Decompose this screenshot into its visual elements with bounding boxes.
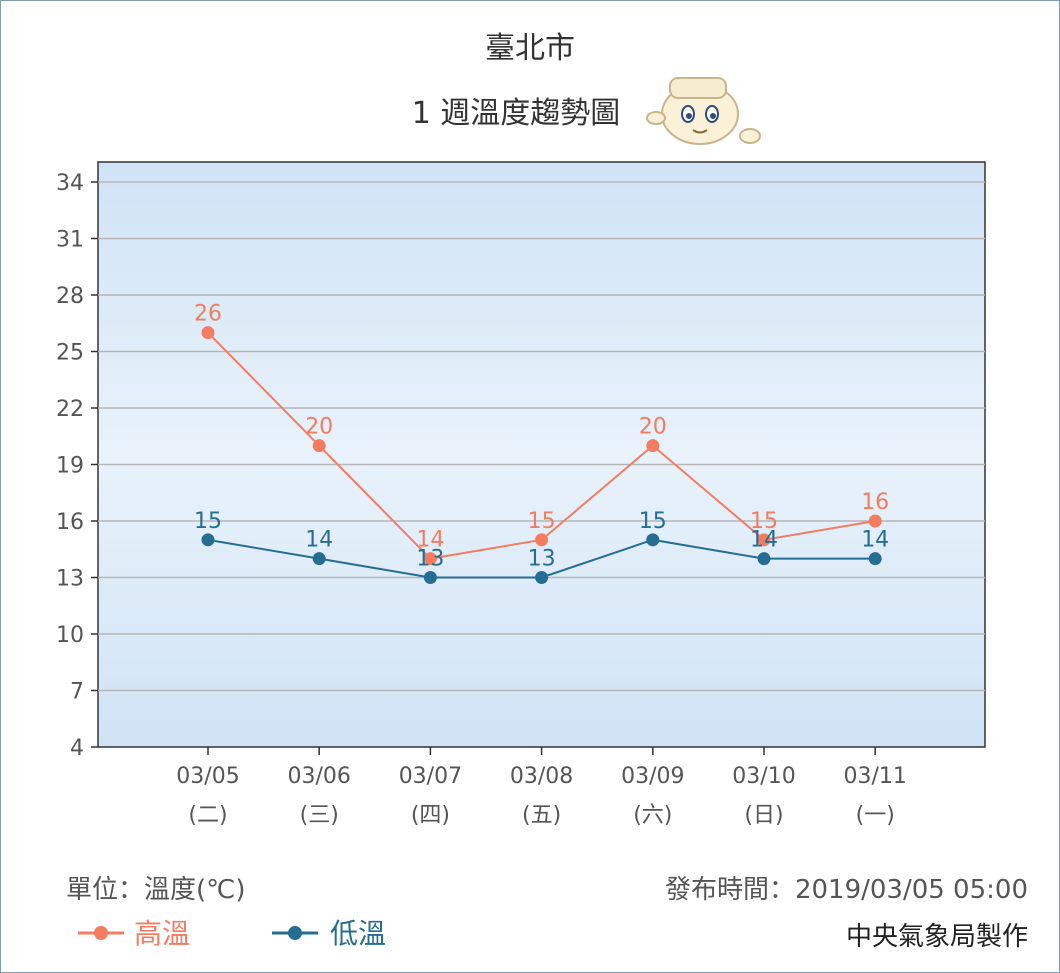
data-label-low: 13: [528, 547, 556, 572]
data-label-high: 16: [861, 490, 889, 515]
x-tick-label-weekday: (五): [522, 803, 561, 828]
y-tick-label: 34: [56, 171, 84, 196]
x-tick-label-date: 03/09: [621, 764, 684, 789]
x-tick-label-date: 03/06: [287, 764, 350, 789]
y-tick-label: 16: [56, 510, 84, 535]
data-point-high: [312, 439, 326, 453]
data-point-low: [312, 552, 326, 566]
y-tick-label: 13: [56, 567, 84, 592]
x-tick-label-weekday: (三): [300, 803, 339, 828]
legend-marker-low: [288, 926, 302, 940]
x-tick-label-weekday: (一): [856, 803, 895, 828]
data-point-low: [646, 533, 660, 547]
y-tick-label: 7: [70, 680, 84, 705]
data-label-low: 15: [639, 509, 667, 534]
legend: 高溫 低溫: [78, 917, 386, 950]
legend-item-high: 高溫: [78, 917, 190, 950]
y-tick-label: 10: [56, 623, 84, 648]
data-label-high: 20: [639, 415, 667, 440]
y-tick-label: 31: [56, 228, 84, 253]
y-tick-label: 22: [56, 397, 84, 422]
x-tick-label-date: 03/05: [176, 764, 239, 789]
data-label-high: 26: [194, 302, 222, 327]
data-label-low: 13: [416, 547, 444, 572]
data-point-low: [757, 552, 771, 566]
y-tick-label: 28: [56, 284, 84, 309]
producer-credit: 中央氣象局製作: [846, 922, 1028, 952]
legend-label-high: 高溫: [134, 917, 190, 950]
y-tick-label: 25: [56, 341, 84, 366]
y-axis: 4 7 10 13 16 19 22 25 28 31 34: [56, 171, 98, 761]
data-point-low: [535, 571, 549, 584]
x-tick-label-date: 03/11: [843, 764, 906, 789]
legend-marker-high: [94, 926, 108, 940]
x-tick-label-weekday: (二): [188, 803, 227, 828]
data-point-high: [868, 514, 882, 528]
data-label-high: 15: [750, 509, 778, 534]
data-point-high: [535, 533, 549, 547]
grid-lines: [98, 181, 985, 692]
x-axis: 03/05 (二) 03/06 (三) 03/07 (四) 03/08 (五) 03/09 (六)…: [176, 747, 907, 828]
x-tick-label-date: 03/07: [399, 764, 462, 789]
data-point-high: [646, 439, 660, 453]
y-tick-label: 4: [70, 736, 84, 761]
publish-time: 發布時間：2019/03/05 05:00: [665, 875, 1028, 905]
x-tick-label-date: 03/08: [510, 764, 573, 789]
data-point-low: [201, 533, 215, 547]
x-tick-label-weekday: (六): [633, 803, 672, 828]
legend-item-low: 低溫: [272, 917, 386, 950]
data-label-low: 14: [305, 528, 333, 553]
data-label-high: 20: [305, 415, 333, 440]
data-point-low: [868, 552, 882, 566]
mascot-icon: [646, 77, 761, 145]
data-point-low: [423, 571, 437, 584]
y-tick-label: 19: [56, 454, 84, 479]
series-layer: [201, 326, 882, 584]
data-point-high: [757, 533, 771, 547]
unit-label: 單位：溫度(℃): [66, 875, 246, 905]
data-label-low: 14: [861, 528, 889, 553]
data-label-high: 14: [416, 528, 444, 553]
legend-label-low: 低溫: [330, 917, 386, 950]
x-tick-label-date: 03/10: [732, 764, 795, 789]
data-point-high: [201, 326, 215, 340]
data-point-high: [423, 552, 437, 566]
chart-title: 臺北市: [485, 31, 575, 66]
data-label-high: 15: [528, 509, 556, 534]
x-tick-label-weekday: (日): [744, 803, 783, 828]
chart-subtitle: 1 週溫度趨勢圖: [412, 96, 621, 131]
plot-area: [97, 161, 986, 748]
data-label-low: 15: [194, 509, 222, 534]
data-label-low: 14: [750, 528, 778, 553]
x-tick-label-weekday: (四): [411, 803, 450, 828]
